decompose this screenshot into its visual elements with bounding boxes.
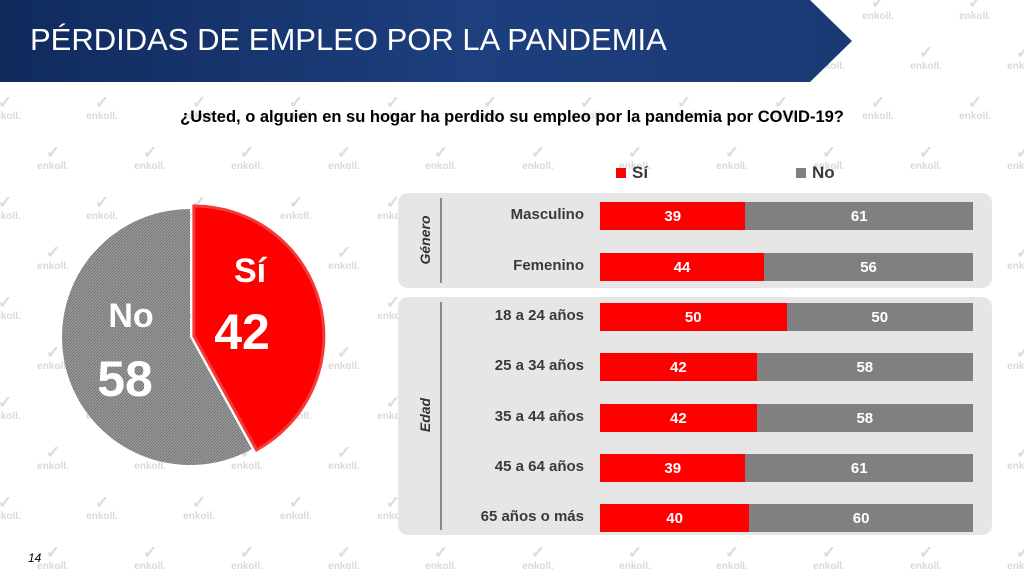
bar-no: 61 <box>745 454 973 482</box>
legend-swatch-si <box>616 168 626 178</box>
title-banner: PÉRDIDAS DE EMPLEO POR LA PANDEMIA <box>0 0 852 82</box>
row-label: 65 años o más <box>480 508 584 525</box>
pie-slice-si <box>192 204 326 452</box>
divider-edad <box>440 302 442 530</box>
bar-si: 44 <box>600 253 765 281</box>
pie-value-si: 42 <box>214 304 270 360</box>
bar-no: 50 <box>786 303 973 331</box>
bar-si: 39 <box>600 202 746 230</box>
row-label: Femenino <box>513 257 584 274</box>
legend-label-si: Sí <box>632 163 649 182</box>
bar-no: 58 <box>756 404 973 432</box>
page-number: 14 <box>28 551 42 565</box>
row-label: 25 a 34 años <box>494 357 584 374</box>
legend-item-si: Sí <box>616 162 648 184</box>
pie-value-no: 58 <box>97 351 153 407</box>
row-label: 45 a 64 años <box>494 458 584 475</box>
bar-si: 39 <box>600 454 746 482</box>
pie-label-si: Sí <box>234 252 268 290</box>
row-label: 18 a 24 años <box>494 307 584 324</box>
bar-no: 61 <box>745 202 973 230</box>
bar-si: 42 <box>600 404 757 432</box>
bar-si: 42 <box>600 353 757 381</box>
legend-swatch-no <box>796 168 806 178</box>
pie-slice-no <box>62 209 252 466</box>
bar-no: 60 <box>749 504 973 532</box>
row-label: Masculino <box>510 206 584 223</box>
bar-si: 50 <box>600 303 787 331</box>
legend-item-no: No <box>796 162 835 184</box>
row-label: 35 a 44 años <box>494 408 584 425</box>
pie-label-no: No <box>108 297 153 335</box>
bar-no: 56 <box>764 253 973 281</box>
bar-no: 58 <box>756 353 973 381</box>
bar-si: 40 <box>600 504 750 532</box>
divider-genero <box>440 198 442 283</box>
legend-label-no: No <box>812 163 835 182</box>
survey-question: ¿Usted, o alguien en su hogar ha perdido… <box>180 108 844 126</box>
page-title: PÉRDIDAS DE EMPLEO POR LA PANDEMIA <box>30 22 667 57</box>
